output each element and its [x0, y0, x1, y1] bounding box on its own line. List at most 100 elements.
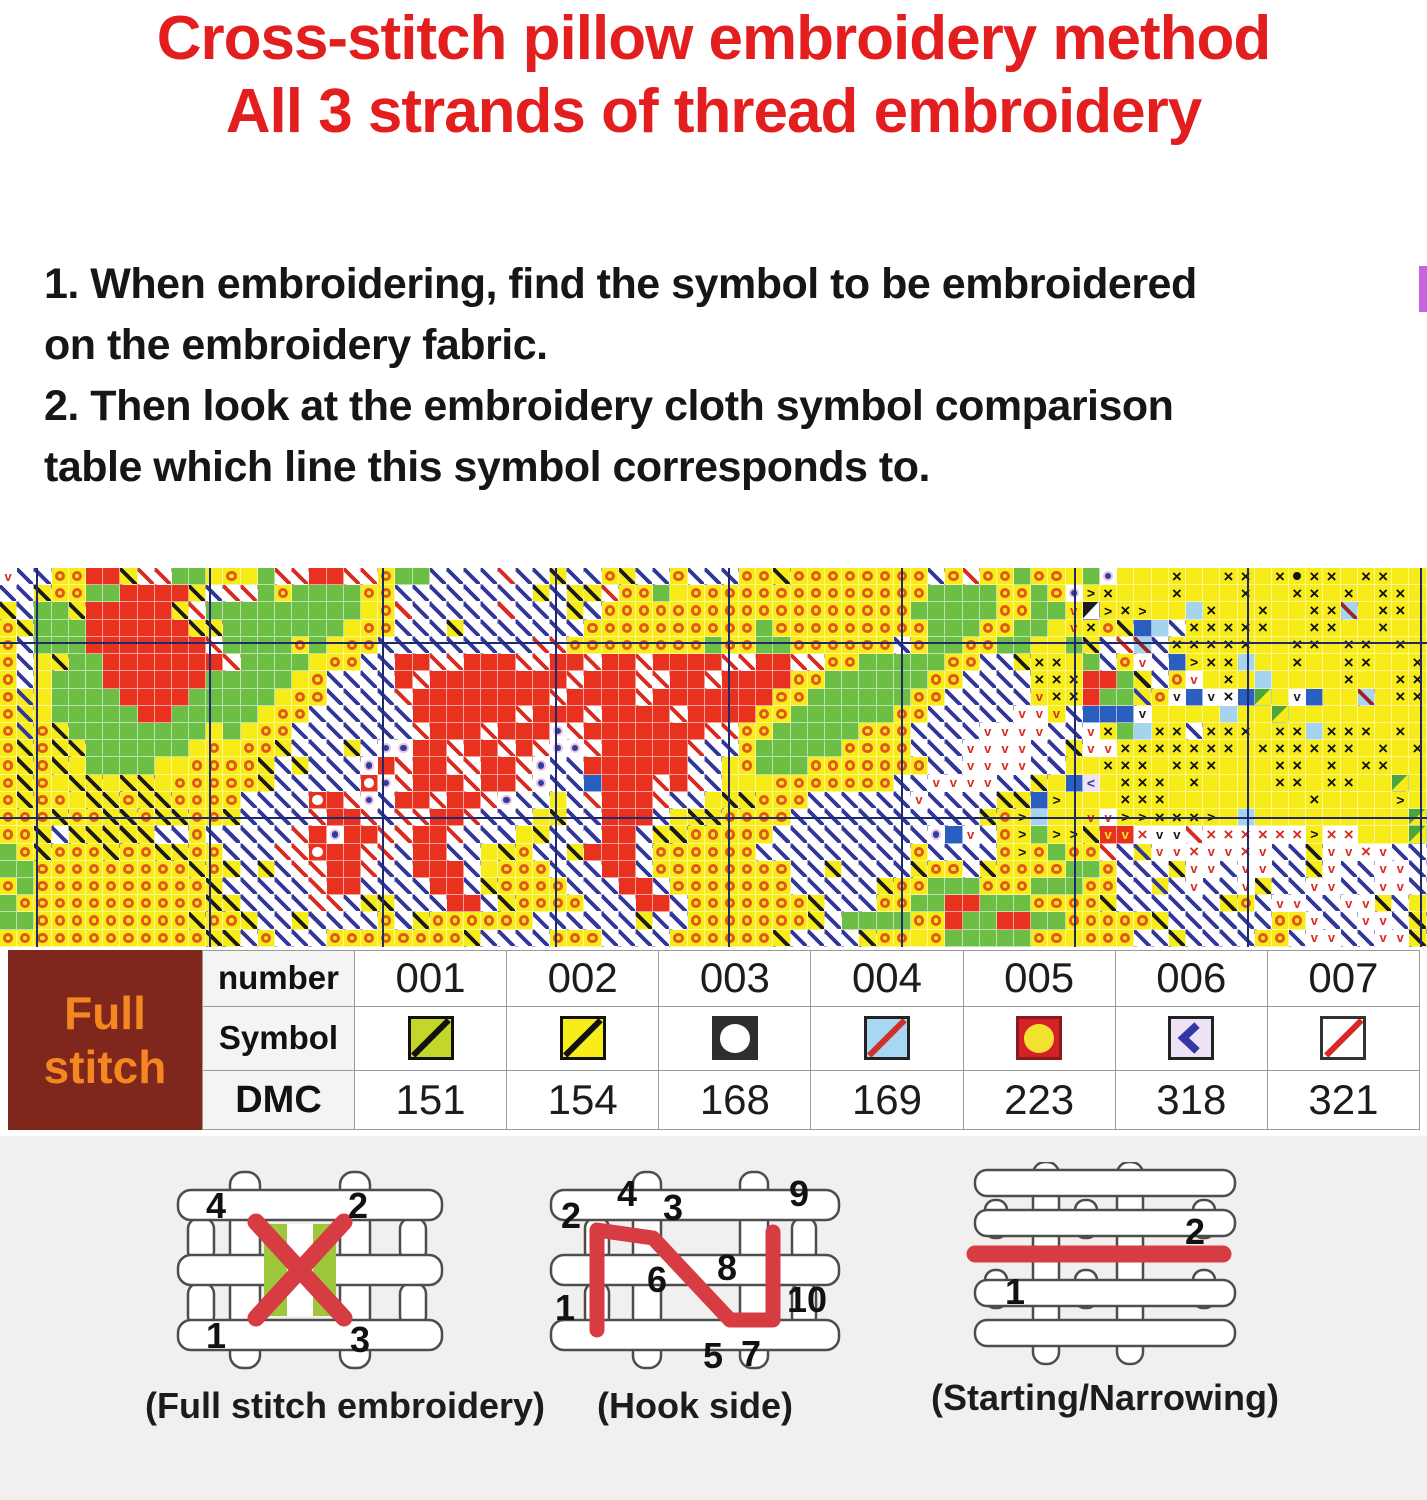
chart-cell — [1271, 774, 1290, 792]
chart-cell — [635, 602, 654, 620]
chart-cell — [825, 636, 843, 655]
chart-row — [0, 705, 1427, 723]
chart-cell — [17, 619, 35, 637]
chart-cell — [550, 654, 568, 672]
chart-cell — [876, 688, 894, 706]
chart-cell — [326, 688, 344, 706]
chart-cell — [1082, 654, 1100, 672]
chart-cell — [687, 602, 705, 620]
chart-cell — [996, 688, 1015, 706]
chart-cell — [842, 585, 860, 603]
chart-cell — [481, 654, 499, 672]
chart-cell — [687, 877, 705, 896]
chart-cell — [51, 757, 69, 775]
chart-cell — [154, 791, 172, 810]
stitch-number: 2 — [1185, 1211, 1205, 1252]
chart-cell — [979, 929, 997, 947]
chart-cell — [807, 585, 825, 603]
chart-cell — [962, 895, 980, 913]
chart-cell — [309, 895, 327, 913]
chart-cell — [481, 774, 499, 792]
chart-cell — [979, 671, 997, 689]
chart-cell — [532, 619, 550, 637]
chart-cell — [103, 585, 121, 603]
chart-row — [0, 636, 1427, 655]
chart-row — [0, 912, 1427, 930]
chart-cell — [360, 602, 379, 620]
chart-cell — [464, 602, 482, 620]
chart-cell — [1203, 705, 1221, 723]
chart-cell — [1031, 740, 1049, 758]
chart-cell — [446, 895, 465, 913]
chart-cell — [395, 877, 413, 896]
chart-cell — [412, 619, 430, 637]
chart-cell — [17, 568, 35, 586]
chart-cell — [1134, 585, 1152, 603]
chart-cell — [1323, 791, 1341, 810]
chart-cell — [223, 722, 241, 741]
chart-cell — [257, 636, 275, 655]
chart-cell — [704, 791, 722, 810]
chart-cell — [979, 654, 997, 672]
chart-cell — [326, 843, 344, 861]
chart-cell — [1220, 688, 1238, 706]
chart-cell — [773, 895, 791, 913]
chart-cell — [1168, 860, 1186, 878]
chart-cell — [1254, 877, 1272, 896]
chart-cell — [790, 671, 808, 689]
chart-cell — [481, 602, 499, 620]
chart-cell — [859, 843, 877, 861]
chart-cell — [1151, 912, 1169, 930]
chart-cell — [1340, 722, 1358, 741]
chart-cell — [85, 826, 104, 844]
chart-cell — [653, 568, 671, 586]
chart-cell — [275, 929, 293, 947]
chart-cell — [1357, 619, 1375, 637]
chart-cell — [68, 740, 86, 758]
chart-cell — [1082, 860, 1100, 878]
chart-cell — [1014, 774, 1032, 792]
chart-cell — [257, 619, 275, 637]
chart-cell — [928, 705, 946, 723]
chart-cell — [343, 602, 361, 620]
chart-cell — [1168, 843, 1186, 861]
chart-cell — [910, 826, 929, 844]
chart-cell — [1031, 619, 1049, 637]
chart-cell — [825, 619, 843, 637]
chart-cell — [1220, 671, 1238, 689]
chart-cell — [618, 636, 636, 655]
chart-cell — [1289, 688, 1307, 706]
chart-cell — [618, 688, 636, 706]
chart-cell — [1306, 757, 1324, 775]
chart-cell — [0, 705, 18, 723]
chart-cell — [859, 895, 877, 913]
chart-cell — [842, 929, 860, 947]
chart-cell — [103, 705, 121, 723]
chart-cell — [412, 688, 430, 706]
chart-cell — [756, 688, 774, 706]
chart-cell — [171, 843, 190, 861]
chart-cell — [773, 791, 791, 810]
chart-cell — [378, 568, 396, 586]
chart-cell — [979, 757, 997, 775]
row-header-dmc: DMC — [202, 1070, 355, 1130]
chart-cell — [928, 636, 946, 655]
chart-cell — [928, 774, 946, 792]
chart-cell — [343, 722, 361, 741]
chart-cell — [773, 602, 791, 620]
chart-cell — [189, 636, 207, 655]
chart-cell — [189, 791, 207, 810]
chart-cell — [962, 619, 980, 637]
chart-cell — [756, 568, 774, 586]
chart-cell — [464, 671, 482, 689]
chart-cell — [532, 654, 550, 672]
chart-cell — [928, 688, 946, 706]
chart-cell — [1237, 585, 1255, 603]
chart-cell — [1271, 671, 1290, 689]
chart-cell — [137, 568, 155, 586]
chart-cell — [0, 912, 18, 930]
chart-cell — [223, 705, 241, 723]
chart-cell — [1375, 826, 1393, 844]
chart-cell — [1289, 860, 1307, 878]
chart-cell — [635, 860, 654, 878]
